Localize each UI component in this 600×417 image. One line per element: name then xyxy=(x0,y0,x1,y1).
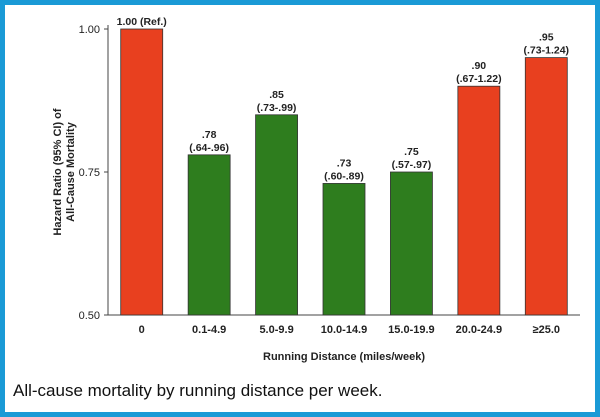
data-label: .90 xyxy=(472,60,487,72)
x-tick-label: 5.0-9.9 xyxy=(259,324,293,336)
data-label: (.64-.96) xyxy=(189,142,229,154)
x-tick-label: 0 xyxy=(139,324,145,336)
bar xyxy=(120,28,164,316)
data-label: .75 xyxy=(404,146,419,158)
data-label: (.73-1.24) xyxy=(524,45,570,57)
x-tick-label: ≥25.0 xyxy=(533,324,560,336)
data-label: (.57-.97) xyxy=(392,159,432,171)
data-label: .85 xyxy=(269,89,284,101)
y-tick-label: 0.50 xyxy=(79,310,100,322)
x-tick-label: 0.1-4.9 xyxy=(192,324,226,336)
bar xyxy=(524,57,568,316)
data-label: .73 xyxy=(337,157,352,169)
data-label: (.67-1.22) xyxy=(456,73,502,85)
data-label: (.73-.99) xyxy=(257,102,297,114)
data-label: (.60-.89) xyxy=(324,170,364,182)
x-axis-label: Running Distance (miles/week) xyxy=(263,351,425,363)
chart-panel: 0.50 0.75 1.00 Hazard Ratio (95% CI) ofAll-… xyxy=(5,5,595,412)
data-label: .95 xyxy=(539,32,554,44)
bar xyxy=(457,85,501,316)
bar xyxy=(255,114,298,316)
x-tick-label: 15.0-19.9 xyxy=(388,324,434,336)
x-tick-label: 20.0-24.9 xyxy=(456,324,502,336)
y-tick-label: 0.75 xyxy=(79,167,100,179)
bar xyxy=(390,171,433,316)
y-axis-label-line: All-Cause Mortality xyxy=(65,121,77,222)
chart-caption: All-cause mortality by running distance … xyxy=(13,381,383,400)
x-tick-label: 10.0-14.9 xyxy=(321,324,367,336)
y-axis-label: Hazard Ratio (95% CI) ofAll-Cause Mortal… xyxy=(52,108,77,235)
bar xyxy=(187,154,231,316)
data-label: 1.00 (Ref.) xyxy=(117,16,167,28)
y-tick-label: 1.00 xyxy=(79,24,100,36)
data-label: .78 xyxy=(202,129,217,141)
y-axis-label-line: Hazard Ratio (95% CI) of xyxy=(52,108,64,235)
bar xyxy=(322,183,366,316)
